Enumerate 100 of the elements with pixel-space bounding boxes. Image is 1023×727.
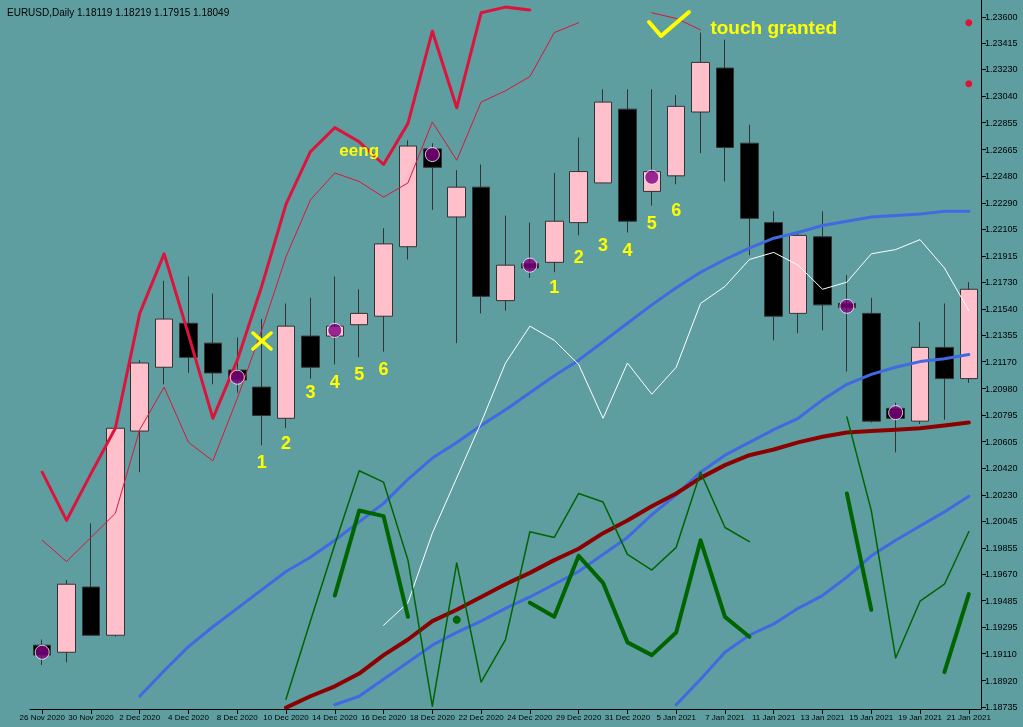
candlestick	[691, 32, 710, 154]
candlestick	[862, 297, 881, 424]
x-tick-label: 2 Dec 2020	[119, 712, 161, 722]
point	[452, 615, 461, 624]
point	[229, 369, 245, 385]
x-tick-label: 8 Dec 2020	[216, 712, 259, 722]
candlestick	[252, 318, 271, 446]
candlestick	[716, 39, 734, 182]
x-tick-label: 29 Dec 2020	[555, 712, 602, 722]
y-tick-label: 1.21540	[985, 304, 1018, 315]
x-tick-label: 18 Dec 2020	[409, 712, 456, 722]
x-tick-label: 22 Dec 2020	[458, 712, 505, 722]
candlestick	[740, 124, 759, 256]
annotation: 4	[329, 372, 340, 392]
y-tick-label: 1.20230	[985, 489, 1018, 500]
candlestick	[764, 210, 783, 341]
y-tick-label: 1.19110	[985, 648, 1017, 659]
x-tick-label: 5 Jan 2021	[656, 712, 697, 722]
candlestick	[447, 169, 466, 344]
annotation: touch granted	[710, 16, 838, 38]
y-tick-label: 1.22105	[985, 224, 1018, 235]
candlestick	[155, 280, 173, 385]
point	[327, 322, 343, 338]
y-tick-label: 1.23040	[985, 91, 1018, 102]
y-tick-label: 1.19295	[985, 622, 1018, 633]
y-tick-label: 1.21730	[985, 277, 1018, 288]
y-tick-label: 1.19670	[985, 569, 1018, 580]
annotation: 5	[354, 364, 365, 384]
candlestick	[813, 210, 832, 331]
y-tick-label: 1.21355	[985, 330, 1018, 341]
line-series	[674, 494, 971, 707]
candlestick	[496, 215, 515, 312]
point	[888, 405, 904, 421]
candlestick	[57, 579, 76, 663]
annotation: 1	[256, 452, 267, 472]
candlestick	[399, 139, 417, 260]
point	[522, 257, 538, 273]
x-tick-label: 7 Jan 2021	[705, 712, 746, 722]
candlestick	[82, 522, 100, 636]
x-tick-label: 19 Jan 2021	[898, 712, 943, 722]
annotation: 3	[305, 382, 316, 402]
x-tick-label: 10 Dec 2020	[263, 712, 310, 722]
point	[839, 298, 855, 314]
y-tick-label: 1.22855	[985, 117, 1018, 128]
y-tick-label: 1.23230	[985, 64, 1018, 75]
annotation: 6	[378, 359, 389, 379]
y-tick-label: 1.20980	[985, 383, 1018, 394]
candlestick	[106, 427, 125, 638]
candlestick	[935, 302, 954, 421]
candlestick	[667, 94, 685, 185]
x-tick-label: 16 Dec 2020	[360, 712, 407, 722]
annotation: 1	[549, 277, 560, 297]
candlestick	[204, 293, 222, 385]
point	[34, 644, 50, 660]
annotation: 5	[646, 213, 657, 233]
x-tick-label: 26 Nov 2020	[19, 712, 66, 722]
y-tick-label: 1.19485	[985, 595, 1018, 606]
candlestick	[911, 321, 929, 425]
y-tick-label: 1.22480	[985, 170, 1018, 181]
annotation: 3	[598, 235, 609, 255]
y-tick-label: 1.21170	[985, 356, 1017, 367]
y-tick-label: 1.23415	[985, 38, 1018, 49]
y-tick-label: 1.18735	[985, 701, 1018, 712]
annotation: 2	[573, 247, 584, 267]
candlestick	[277, 302, 295, 429]
y-tick-label: 1.22290	[985, 197, 1018, 208]
candlestick	[130, 359, 149, 473]
y-tick-label: 1.20045	[985, 516, 1018, 527]
candlestick	[569, 137, 588, 236]
x-tick-label: 24 Dec 2020	[507, 712, 554, 722]
x-tick-label: 4 Dec 2020	[168, 712, 210, 722]
y-tick-label: 1.21915	[985, 250, 1018, 261]
x-tick-label: 30 Nov 2020	[68, 712, 115, 722]
x-tick-label: 21 Jan 2021	[946, 712, 992, 722]
x-tick-label: 31 Dec 2020	[604, 712, 651, 722]
y-tick-label: 1.23600	[985, 12, 1018, 23]
x-tick-label: 13 Jan 2021	[800, 712, 846, 722]
annotation: 2	[281, 433, 292, 453]
text: EURUSD,Daily 1.18119 1.18219 1.17915 1.18049	[7, 6, 230, 18]
point	[965, 19, 973, 27]
y-tick-label: 1.20795	[985, 409, 1018, 420]
candlestick	[301, 297, 320, 380]
x-tick-label: 15 Jan 2021	[849, 712, 894, 722]
y-tick-label: 1.20605	[985, 436, 1018, 447]
y-tick-label: 1.19855	[985, 543, 1018, 554]
y-tick-label: 1.22665	[985, 144, 1018, 155]
candlestick	[472, 163, 490, 314]
y-tick-label: 1.18920	[985, 675, 1018, 686]
annotation: 4	[622, 240, 633, 260]
x-tick-label: 11 Jan 2021	[752, 712, 796, 722]
point	[644, 169, 660, 185]
candlestick	[960, 281, 978, 384]
point	[965, 80, 973, 88]
x-tick-label: 14 Dec 2020	[312, 712, 359, 722]
point	[424, 147, 440, 163]
candlestick	[618, 88, 637, 234]
annotation: 6	[671, 200, 682, 220]
candlestick	[374, 227, 393, 353]
y-tick-label: 1.20420	[985, 462, 1018, 473]
candlestick	[594, 88, 612, 184]
